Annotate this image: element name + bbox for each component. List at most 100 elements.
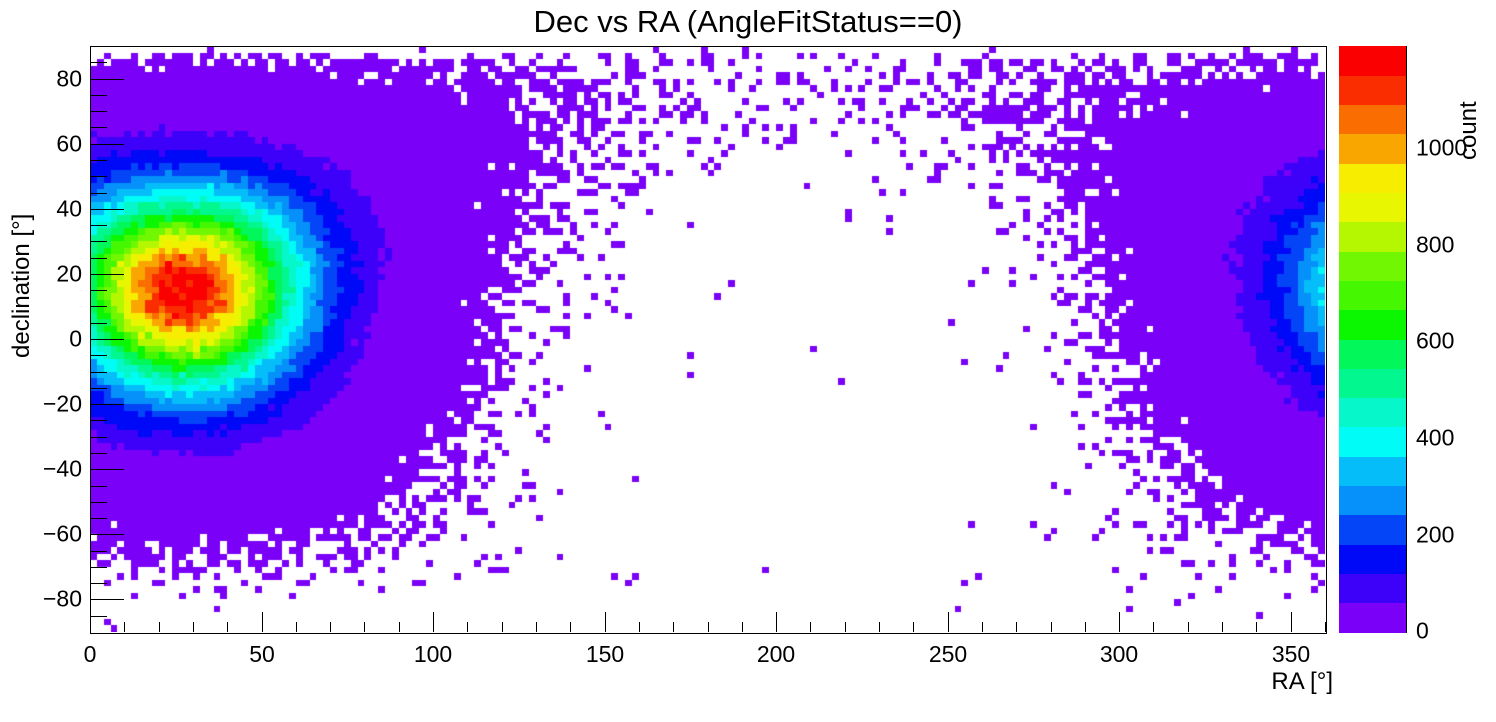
y-axis-tick-label: 80 xyxy=(56,65,82,92)
colorbar-band xyxy=(1339,75,1406,106)
x-axis-minor-tick xyxy=(467,622,468,632)
colorbar-band xyxy=(1339,104,1406,135)
colorbar-band xyxy=(1339,514,1406,545)
x-axis-tick-label: 200 xyxy=(756,641,796,667)
x-axis-minor-tick xyxy=(159,622,160,632)
y-axis-major-tick xyxy=(91,209,124,210)
x-axis-minor-tick xyxy=(1153,622,1154,632)
x-axis-major-tick xyxy=(433,612,434,632)
y-axis-major-tick xyxy=(91,274,124,275)
y-axis-major-tick xyxy=(91,79,124,80)
x-axis-tick-label: 350 xyxy=(1271,641,1311,667)
colorbar-band xyxy=(1339,573,1406,604)
y-axis-minor-tick xyxy=(91,567,107,568)
y-axis-minor-tick xyxy=(91,420,107,421)
y-axis-major-tick xyxy=(91,534,124,535)
y-axis-minor-tick xyxy=(91,486,107,487)
x-axis-minor-tick xyxy=(1085,622,1086,632)
y-axis-major-tick xyxy=(91,339,124,340)
colorbar-band xyxy=(1339,544,1406,574)
x-axis-tick-label: 50 xyxy=(249,641,275,667)
y-axis-major-tick xyxy=(91,599,124,600)
x-axis-minor-tick xyxy=(193,622,194,632)
x-axis-minor-tick xyxy=(1222,622,1223,632)
x-axis-minor-tick xyxy=(845,622,846,632)
x-axis-minor-tick xyxy=(536,622,537,632)
colorbar-band xyxy=(1339,309,1406,340)
x-axis-minor-tick xyxy=(502,622,503,632)
colorbar-tick-label: 1000 xyxy=(1416,134,1468,161)
colorbar-band xyxy=(1339,368,1406,399)
y-axis-minor-tick xyxy=(91,95,107,96)
y-axis-minor-tick xyxy=(91,323,107,324)
y-axis-minor-tick xyxy=(91,616,107,617)
x-axis-major-tick xyxy=(1291,612,1292,632)
x-axis-tick-label: 250 xyxy=(928,641,968,667)
colorbar-tick-label: 200 xyxy=(1416,521,1455,548)
y-axis-tick-label: 20 xyxy=(56,260,82,287)
x-axis-major-tick xyxy=(605,612,606,632)
colorbar-band xyxy=(1339,456,1406,487)
y-axis-minor-tick xyxy=(91,176,107,177)
y-axis-minor-tick xyxy=(91,111,107,112)
y-axis-minor-tick xyxy=(91,160,107,161)
x-axis-minor-tick xyxy=(639,622,640,632)
y-axis-major-tick xyxy=(91,144,124,145)
y-axis-minor-tick xyxy=(91,290,107,291)
x-axis-minor-tick xyxy=(742,622,743,632)
y-axis-tick-label: −80 xyxy=(42,585,82,612)
colorbar-band xyxy=(1339,46,1406,76)
heatmap-canvas xyxy=(90,46,1325,632)
x-axis-minor-tick xyxy=(913,622,914,632)
colorbar-tick-label: 800 xyxy=(1416,231,1455,258)
y-axis-title: declination [°] xyxy=(8,213,35,358)
x-axis-minor-tick xyxy=(1325,622,1326,632)
x-axis-minor-tick xyxy=(124,622,125,632)
colorbar-band xyxy=(1339,339,1406,369)
colorbar-band xyxy=(1339,192,1406,223)
y-axis-major-tick xyxy=(91,469,124,470)
x-axis-tick-label: 300 xyxy=(1099,641,1139,667)
y-axis-minor-tick xyxy=(91,306,107,307)
y-axis-minor-tick xyxy=(91,355,107,356)
y-axis-minor-tick xyxy=(91,583,107,584)
x-axis-minor-tick xyxy=(1256,622,1257,632)
y-axis-minor-tick xyxy=(91,225,107,226)
y-axis-minor-tick xyxy=(91,127,107,128)
chart-title: Dec vs RA (AngleFitStatus==0) xyxy=(533,4,963,39)
y-axis-minor-tick xyxy=(91,453,107,454)
y-axis-tick-label: −20 xyxy=(42,390,82,417)
y-axis-minor-tick xyxy=(91,502,107,503)
x-axis-minor-tick xyxy=(227,622,228,632)
x-axis-minor-tick xyxy=(399,622,400,632)
colorbar-band xyxy=(1339,602,1406,633)
x-axis-tick-label: 0 xyxy=(83,641,97,667)
x-axis-minor-tick xyxy=(1188,622,1189,632)
x-axis-minor-tick xyxy=(810,622,811,632)
y-axis-tick-label: 40 xyxy=(56,195,82,222)
x-axis-minor-tick xyxy=(982,622,983,632)
x-axis-major-tick xyxy=(948,612,949,632)
y-axis-minor-tick xyxy=(91,437,107,438)
x-axis-minor-tick xyxy=(1016,622,1017,632)
x-axis-minor-tick xyxy=(879,622,880,632)
x-axis-tick-label: 100 xyxy=(413,641,453,667)
y-axis-minor-tick xyxy=(91,551,107,552)
colorbar xyxy=(1339,46,1406,633)
y-axis-minor-tick xyxy=(91,258,107,259)
colorbar-band xyxy=(1339,221,1406,252)
colorbar-band xyxy=(1339,426,1406,457)
colorbar-band xyxy=(1339,163,1406,194)
y-axis-tick-label: 60 xyxy=(56,130,82,157)
y-axis-tick-label: −40 xyxy=(42,455,82,482)
x-axis-tick-label: 150 xyxy=(585,641,625,667)
y-axis-minor-tick xyxy=(91,388,107,389)
colorbar-tick-label: 0 xyxy=(1416,617,1429,644)
x-axis-major-tick xyxy=(1119,612,1120,632)
x-axis-title: RA [°] xyxy=(1271,668,1333,695)
colorbar-axis-line xyxy=(1406,46,1407,633)
x-axis-minor-tick xyxy=(1051,622,1052,632)
x-axis-major-tick xyxy=(776,612,777,632)
colorbar-band xyxy=(1339,397,1406,428)
